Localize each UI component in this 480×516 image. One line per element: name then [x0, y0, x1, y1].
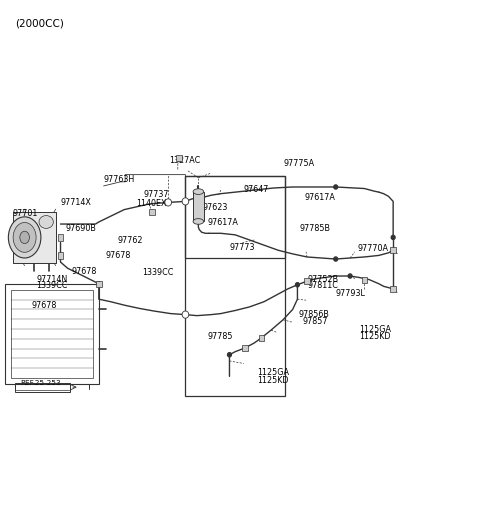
Bar: [12, 212, 56, 263]
Bar: [15, 382, 70, 392]
Text: 97770A: 97770A: [357, 244, 388, 253]
Text: 97714N: 97714N: [36, 275, 68, 284]
Bar: [185, 175, 286, 396]
Text: 97678: 97678: [106, 251, 132, 260]
Ellipse shape: [13, 222, 36, 252]
Text: 1140EX: 1140EX: [136, 199, 167, 208]
Text: 97752B: 97752B: [307, 275, 338, 284]
Text: 1125GA: 1125GA: [359, 325, 391, 334]
Circle shape: [182, 198, 189, 205]
Circle shape: [296, 283, 300, 287]
Text: 1125KD: 1125KD: [257, 376, 289, 384]
Text: (2000CC): (2000CC): [15, 19, 64, 29]
Text: 1327AC: 1327AC: [169, 156, 201, 165]
Text: 97701: 97701: [12, 209, 38, 218]
Text: 97811C: 97811C: [307, 281, 338, 291]
Bar: [193, 191, 204, 221]
Circle shape: [196, 195, 200, 199]
Text: 97690B: 97690B: [65, 224, 96, 233]
Circle shape: [165, 199, 171, 206]
Text: 97617A: 97617A: [207, 218, 239, 227]
Bar: [11, 290, 93, 378]
Circle shape: [228, 353, 231, 357]
Text: 97785B: 97785B: [300, 224, 331, 233]
Ellipse shape: [8, 217, 41, 258]
Text: 97678: 97678: [72, 267, 97, 276]
Bar: [96, 281, 102, 287]
Bar: [361, 277, 367, 283]
Text: 97737: 97737: [144, 190, 169, 199]
Text: 97793L: 97793L: [336, 289, 366, 298]
Bar: [176, 155, 182, 161]
Text: 97773: 97773: [229, 243, 255, 252]
Ellipse shape: [193, 189, 204, 195]
Ellipse shape: [193, 219, 204, 224]
Text: 97856B: 97856B: [299, 310, 329, 319]
Text: 97617A: 97617A: [305, 194, 336, 202]
Bar: [185, 175, 286, 258]
Bar: [58, 234, 63, 240]
Circle shape: [334, 257, 337, 261]
Ellipse shape: [20, 231, 29, 244]
Bar: [58, 252, 63, 259]
Text: 1125KD: 1125KD: [359, 332, 390, 342]
Text: 97647: 97647: [244, 185, 269, 194]
Text: 1339CC: 1339CC: [143, 268, 174, 277]
Circle shape: [348, 274, 352, 278]
Text: 1339CC: 1339CC: [36, 281, 68, 291]
Bar: [242, 345, 248, 351]
Text: 97775A: 97775A: [283, 159, 314, 168]
Bar: [390, 286, 396, 292]
Text: 97857: 97857: [302, 317, 328, 326]
Bar: [390, 247, 396, 253]
Text: 97785: 97785: [207, 332, 233, 342]
Text: REF.25-253: REF.25-253: [20, 380, 60, 385]
Text: 1125GA: 1125GA: [257, 368, 289, 377]
Circle shape: [182, 311, 189, 318]
Text: 97623: 97623: [203, 203, 228, 212]
Text: 97678: 97678: [32, 301, 57, 311]
Circle shape: [97, 282, 101, 286]
Circle shape: [196, 216, 200, 220]
Circle shape: [391, 235, 395, 239]
Text: 97762: 97762: [118, 236, 144, 245]
Bar: [259, 335, 264, 341]
Circle shape: [334, 185, 337, 189]
Bar: [5, 284, 99, 384]
Text: 97714X: 97714X: [60, 198, 91, 206]
Bar: [149, 208, 155, 215]
Text: 97763H: 97763H: [104, 175, 135, 184]
Bar: [304, 278, 310, 284]
Ellipse shape: [39, 216, 53, 229]
